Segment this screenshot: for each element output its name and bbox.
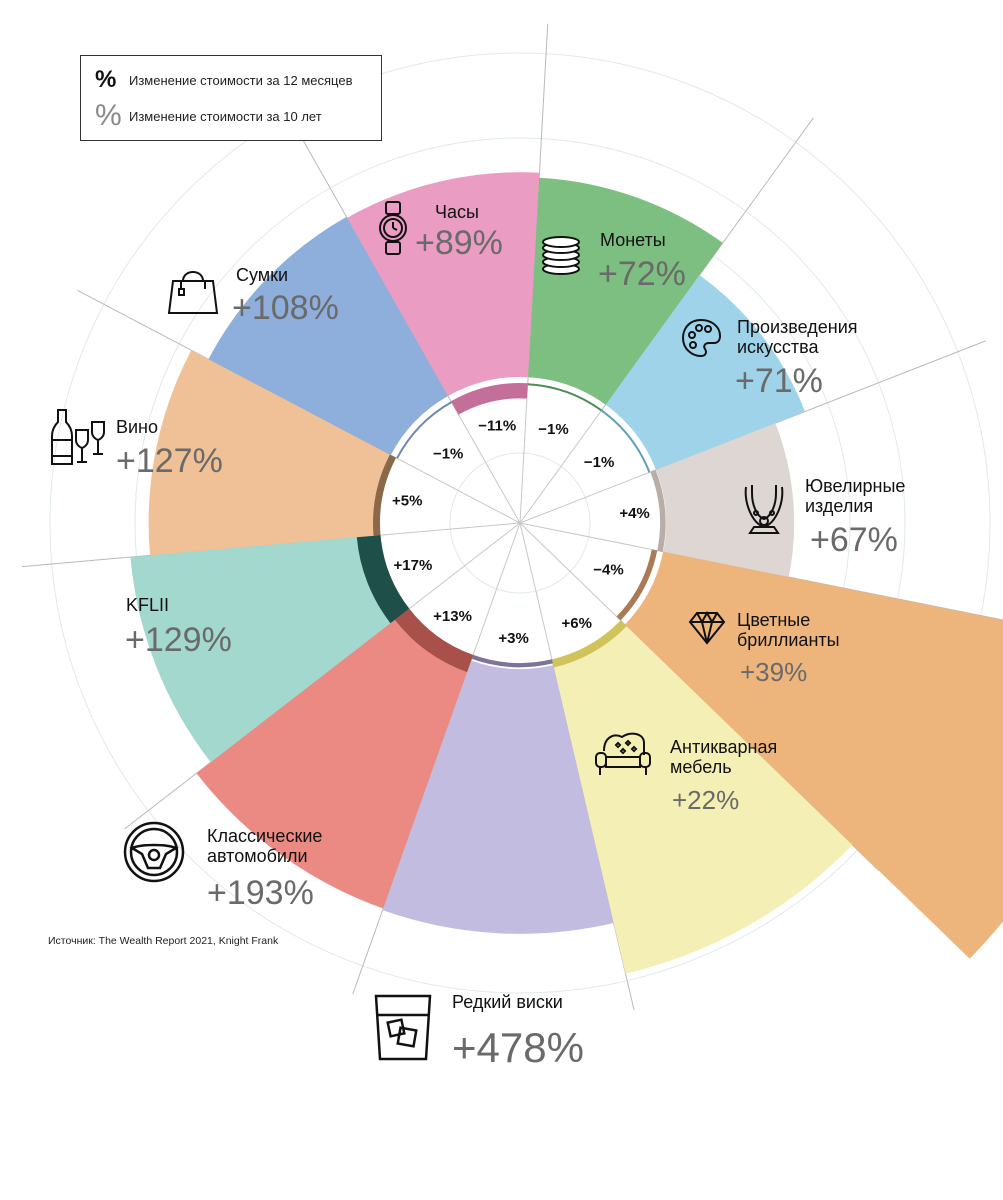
twelve-month-label: +4% <box>619 505 649 522</box>
ten-year-bar <box>130 535 405 763</box>
twelve-month-arc <box>471 654 553 668</box>
ten-year-bar <box>148 350 391 556</box>
category-name-bags: Сумки <box>236 265 289 285</box>
category-value-whisky: +478% <box>452 1024 584 1071</box>
category-name-wine: Вино <box>116 417 159 437</box>
category-name-classic-cars: Классические автомобили <box>207 826 323 866</box>
twelve-month-label: +13% <box>433 608 472 625</box>
ten-year-bar <box>624 551 1003 959</box>
category-value-bags: +108% <box>232 289 339 327</box>
ten-year-bar <box>528 177 723 405</box>
legend-item-12m: % Изменение стоимости за 12 месяцев <box>95 66 352 94</box>
twelve-month-labels: +5% −1% −11% −1% −1% +4% −4% +6% +3% +13% +17% <box>392 418 650 647</box>
inner-spoke <box>519 522 553 660</box>
ten-year-bar <box>196 612 472 909</box>
twelve-month-arc <box>372 454 397 536</box>
diamond-icon <box>688 611 726 645</box>
twelve-month-label: −1% <box>538 421 568 438</box>
twelve-month-label: −4% <box>593 562 623 579</box>
legend-symbol-12m: % <box>95 66 117 93</box>
twelve-month-arc <box>394 608 474 673</box>
steering-wheel-icon <box>123 821 185 883</box>
twelve-month-arc <box>450 383 528 415</box>
twelve-month-label: −1% <box>584 454 614 471</box>
category-value-wine: +127% <box>116 442 223 480</box>
ten-year-bar <box>655 423 795 578</box>
legend-label-10y: Изменение стоимости за 10 лет <box>129 108 322 124</box>
category-value-watches: +89% <box>415 224 503 262</box>
twelve-month-arc <box>616 549 658 621</box>
inner-spoke <box>408 522 521 610</box>
inner-spoke <box>519 522 621 621</box>
twelve-month-arc <box>650 469 666 552</box>
legend-label-12m: Изменение стоимости за 12 месяцев <box>129 72 353 88</box>
inner-spoke <box>450 400 521 524</box>
twelve-month-label: +17% <box>394 557 433 574</box>
wine-icon <box>51 409 105 465</box>
twelve-month-arc <box>356 535 410 624</box>
legend: % Изменение стоимости за 12 месяцев % Из… <box>80 55 382 141</box>
category-name-art: Произведения искусства <box>737 317 858 357</box>
twelve-month-label: +6% <box>561 615 591 632</box>
ten-year-bar <box>553 624 853 974</box>
category-name-watches: Часы <box>435 202 479 222</box>
coins-icon <box>542 236 580 275</box>
whisky-glass-icon <box>374 994 432 1061</box>
category-name-whisky: Редкий виски <box>452 992 563 1012</box>
category-value-art: +71% <box>735 362 823 400</box>
legend-item-10y: % Изменение стоимости за 10 лет <box>95 99 322 132</box>
ten-year-bar <box>382 660 614 934</box>
legend-symbol-10y: % <box>95 99 122 132</box>
twelve-month-label: +5% <box>392 492 422 509</box>
inner-grid-ring <box>449 452 591 594</box>
necklace-icon <box>744 485 784 534</box>
twelve-month-arc <box>551 620 627 668</box>
category-value-kflii: +129% <box>125 621 232 659</box>
twelve-month-label: −11% <box>478 418 516 435</box>
twelve-month-arcs <box>356 383 666 673</box>
category-name-kflii: KFLII <box>126 595 170 615</box>
palette-icon <box>681 318 722 358</box>
twelve-month-label: +3% <box>498 630 528 647</box>
inner-spoke <box>472 522 521 656</box>
inner-spoke <box>519 383 529 524</box>
inner-spoke <box>519 522 658 552</box>
category-name-furniture: Антикварная мебель <box>670 737 778 777</box>
grid-ring <box>49 52 991 994</box>
ten-year-bar <box>605 275 805 470</box>
inner-spoke <box>380 522 521 536</box>
ten-year-bar <box>208 216 449 456</box>
inner-spoke <box>395 457 521 524</box>
category-value-furniture: +22% <box>672 785 740 815</box>
category-value-diamonds: +39% <box>740 657 808 687</box>
category-name-jewelry: Ювелирные изделия <box>805 476 906 516</box>
twelve-month-label: −1% <box>433 445 463 462</box>
inner-spoke <box>519 409 603 524</box>
source-note: Источник: The Wealth Report 2021, Knight… <box>48 935 279 947</box>
category-value-jewelry: +67% <box>810 521 898 559</box>
inner-spoke <box>519 471 651 524</box>
category-name-coins: Монеты <box>600 230 666 250</box>
category-name-diamonds: Цветные бриллианты <box>737 610 840 650</box>
category-value-classic-cars: +193% <box>207 874 314 912</box>
watch-icon <box>379 201 407 255</box>
category-value-coins: +72% <box>598 255 686 293</box>
handbag-icon <box>167 271 219 314</box>
sofa-icon <box>595 732 651 775</box>
